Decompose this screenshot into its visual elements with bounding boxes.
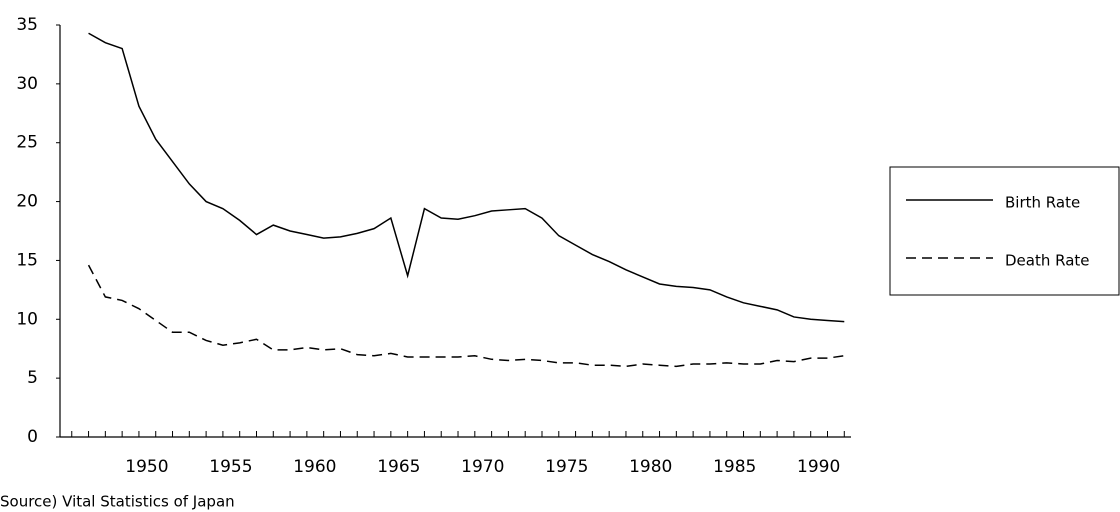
x-tick-label: 1980 [629, 457, 672, 477]
x-tick-label: 1955 [209, 457, 252, 477]
x-tick-label: 1965 [377, 457, 420, 477]
x-tick-label: 1990 [797, 457, 840, 477]
source-note: Source) Vital Statistics of Japan [0, 493, 235, 511]
x-tick-label: 1950 [125, 457, 168, 477]
x-tick-label: 1970 [461, 457, 504, 477]
y-tick-label: 10 [16, 309, 38, 329]
legend-box [889, 166, 1120, 296]
y-tick-label: 0 [27, 427, 38, 447]
y-tick-label: 30 [16, 74, 38, 94]
legend-label: Birth Rate [1005, 194, 1080, 212]
y-tick-label: 5 [27, 368, 38, 388]
x-tick-label: 1985 [713, 457, 756, 477]
y-tick-label: 20 [16, 192, 38, 212]
y-tick-label: 15 [16, 250, 38, 270]
series-line [88, 32, 845, 323]
x-tick-label: 1960 [293, 457, 336, 477]
y-tick-label: 35 [16, 15, 38, 35]
legend-label: Death Rate [1005, 252, 1090, 270]
y-tick-label: 25 [16, 133, 38, 153]
x-tick-label: 1975 [545, 457, 588, 477]
series-line [87, 264, 845, 368]
